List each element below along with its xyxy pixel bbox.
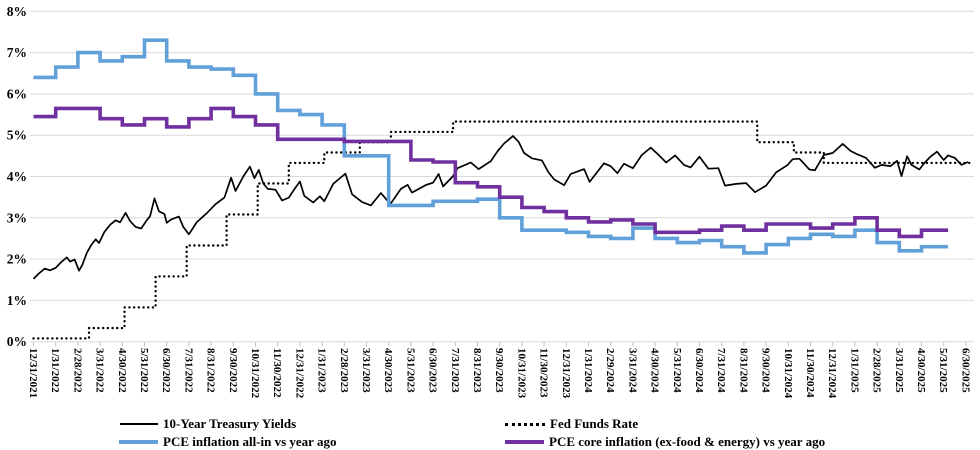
x-axis-label: 2/28/2022	[71, 348, 83, 393]
y-axis-label: 5%	[7, 128, 27, 143]
y-axis-label: 7%	[7, 45, 27, 60]
x-axis-label: 10/31/2022	[249, 348, 261, 399]
x-axis-label: 10/31/2023	[515, 348, 527, 399]
x-axis-label: 4/30/2023	[382, 348, 394, 393]
legend-label-fed-funds: Fed Funds Rate	[550, 416, 639, 431]
x-axis-label: 3/31/2022	[94, 348, 106, 393]
y-axis-label: 4%	[7, 169, 27, 184]
x-axis-label: 12/31/2023	[560, 348, 572, 399]
legend-label-pce-all: PCE inflation all-in vs year ago	[163, 434, 337, 449]
treasury-line-swatch-icon	[120, 422, 158, 426]
x-axis-label: 4/30/2025	[915, 348, 927, 393]
pce-all-in-line	[33, 38, 949, 255]
x-axis-label: 7/31/2023	[449, 348, 461, 393]
x-axis-label: 11/30/2022	[271, 348, 283, 398]
x-axis-label: 8/31/2023	[471, 348, 483, 393]
x-axis-label: 9/30/2023	[493, 348, 505, 393]
x-axis-label: 6/30/2023	[427, 348, 439, 393]
x-axis-label: 9/30/2022	[227, 348, 239, 393]
y-axis-label: 3%	[7, 210, 27, 225]
x-axis-label: 3/31/2024	[626, 348, 638, 393]
x-axis-label: 2/28/2025	[871, 348, 883, 393]
x-axis-label: 3/31/2025	[893, 348, 905, 393]
x-axis-label: 5/31/2023	[404, 348, 416, 393]
x-axis-label: 1/31/2025	[848, 348, 860, 393]
x-axis-label: 6/30/2025	[959, 348, 971, 393]
fed-funds-line	[32, 120, 975, 340]
x-axis-label: 4/30/2024	[649, 348, 661, 393]
legend-label-treasury: 10-Year Treasury Yields	[163, 416, 297, 431]
x-axis-label: 11/30/2023	[538, 348, 550, 398]
fed-funds-line-swatch-icon	[505, 422, 545, 426]
legend-item-pce-core: PCE core inflation (ex-food & energy) vs…	[505, 434, 825, 450]
x-axis-label: 5/31/2022	[138, 348, 150, 393]
legend-item-treasury: 10-Year Treasury Yields	[120, 416, 296, 432]
x-axis-label: 8/31/2024	[737, 348, 749, 393]
x-axis-label: 7/31/2024	[715, 348, 727, 393]
y-axis-label: 2%	[7, 252, 27, 267]
x-axis-label: 6/30/2024	[693, 348, 705, 393]
pce-core-line-swatch-icon	[505, 440, 544, 444]
x-axis-label: 9/30/2024	[760, 348, 772, 393]
y-axis-label: 0%	[7, 334, 27, 349]
x-axis-label: 12/31/2024	[826, 348, 838, 399]
x-axis-label: 8/31/2022	[205, 348, 217, 393]
x-axis-label: 12/31/2022	[293, 348, 305, 399]
x-axis-label: 6/30/2022	[160, 348, 172, 393]
x-axis-label: 7/31/2022	[182, 348, 194, 393]
legend-label-pce-core: PCE core inflation (ex-food & energy) vs…	[549, 434, 826, 449]
x-axis-label: 1/31/2023	[316, 348, 328, 393]
x-axis-label: 2/29/2024	[604, 348, 616, 393]
legend-item-fed-funds: Fed Funds Rate	[505, 416, 638, 432]
x-axis-label: 5/31/2025	[937, 348, 949, 393]
x-axis-label: 12/31/2021	[27, 348, 39, 398]
pce-all-line-swatch-icon	[119, 440, 158, 444]
x-axis-label: 4/30/2022	[116, 348, 128, 393]
x-axis-label: 1/31/2024	[582, 348, 594, 393]
treasury-yields-line	[32, 135, 969, 280]
x-axis-label: 5/31/2024	[671, 348, 683, 393]
pce-core-line	[33, 106, 949, 239]
y-axis-label: 8%	[7, 4, 27, 19]
x-axis-label: 1/31/2022	[49, 348, 61, 393]
y-axis-label: 6%	[7, 86, 27, 101]
x-axis-label: 10/31/2024	[782, 348, 794, 399]
x-axis-label: 3/31/2023	[360, 348, 372, 393]
x-axis-label: 11/30/2024	[804, 348, 816, 398]
legend-item-pce-all: PCE inflation all-in vs year ago	[119, 434, 336, 450]
x-axis-label: 2/28/2023	[338, 348, 350, 393]
y-axis-label: 1%	[7, 293, 27, 308]
